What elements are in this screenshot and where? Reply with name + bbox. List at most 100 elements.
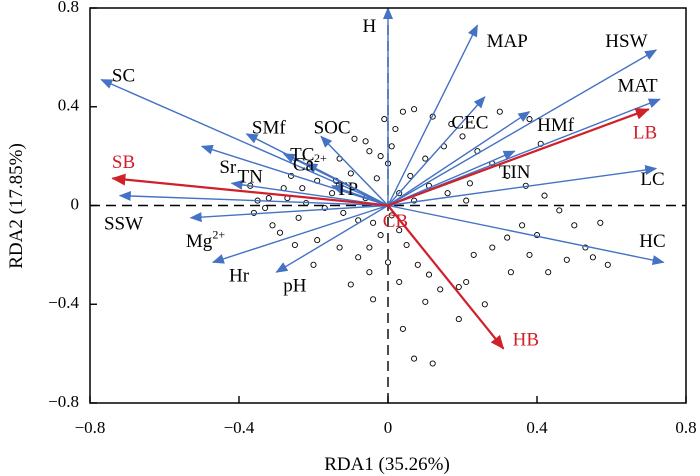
site-point-85 bbox=[597, 219, 604, 226]
site-point-84 bbox=[507, 269, 514, 276]
site-point-78 bbox=[429, 360, 436, 367]
vector-label-tc: TC bbox=[290, 144, 314, 165]
vector-hr bbox=[211, 204, 389, 264]
site-point-5 bbox=[362, 138, 369, 145]
site-point-29 bbox=[336, 244, 343, 251]
site-point-6 bbox=[351, 135, 358, 142]
site-point-30 bbox=[355, 254, 362, 261]
site-point-24 bbox=[370, 219, 377, 226]
site-point-38 bbox=[437, 286, 444, 293]
axis-ticks: −0.8 −0.4 0 0.4 0.8 −0.8 −0.4 0 0.4 0.8 bbox=[48, 0, 696, 437]
site-point-1 bbox=[399, 108, 406, 115]
site-point-47 bbox=[526, 251, 533, 258]
vector-mg bbox=[189, 204, 389, 223]
site-point-36 bbox=[414, 261, 421, 268]
x-axis-title: RDA1 (35.26%) bbox=[324, 454, 450, 475]
site-point-2 bbox=[411, 106, 418, 113]
vector-label-cec: CEC bbox=[451, 112, 488, 133]
vector-label-hmf: HMf bbox=[537, 115, 575, 136]
vector-label-ph: pH bbox=[283, 275, 307, 296]
vector-label-smf: SMf bbox=[252, 117, 286, 138]
vector-label-tin: TIN bbox=[499, 162, 531, 183]
site-point-52 bbox=[556, 207, 563, 214]
site-point-65 bbox=[444, 190, 451, 197]
y-tick-label-4: 0.4 bbox=[58, 96, 80, 115]
site-point-80 bbox=[384, 259, 392, 266]
vector-tn bbox=[230, 179, 389, 207]
site-point-48 bbox=[545, 269, 552, 276]
vector-label-hb: HB bbox=[513, 330, 539, 351]
x-tick-label-3: 0 bbox=[384, 418, 393, 437]
vector-lb bbox=[387, 108, 650, 207]
site-point-74 bbox=[347, 281, 354, 288]
site-point-28 bbox=[314, 237, 321, 244]
site-point-86 bbox=[589, 254, 596, 261]
site-point-62 bbox=[422, 155, 429, 162]
vector-label-hr: Hr bbox=[229, 265, 250, 286]
site-point-53 bbox=[541, 192, 548, 199]
vector-tin bbox=[387, 150, 516, 207]
site-point-82 bbox=[481, 301, 488, 308]
vector-hc bbox=[387, 204, 665, 265]
site-point-22 bbox=[340, 209, 347, 216]
site-point-72 bbox=[269, 222, 276, 229]
vector-hsw bbox=[387, 49, 658, 207]
vector-label-mg-superscript: 2+ bbox=[212, 227, 225, 241]
y-tick-label-1: −0.8 bbox=[48, 392, 79, 411]
x-tick-label-2: −0.4 bbox=[224, 418, 255, 437]
site-point-18 bbox=[262, 204, 269, 212]
site-point-4 bbox=[392, 125, 399, 133]
vector-label-map: MAP bbox=[487, 31, 528, 52]
site-point-88 bbox=[526, 116, 533, 123]
site-point-11 bbox=[347, 170, 354, 177]
vector-label-sb: SB bbox=[112, 152, 135, 173]
site-point-55 bbox=[504, 172, 511, 179]
vector-map bbox=[387, 24, 479, 206]
site-point-14 bbox=[299, 185, 306, 192]
vector-ph bbox=[275, 204, 389, 273]
site-point-70 bbox=[329, 190, 336, 197]
site-point-75 bbox=[370, 296, 377, 303]
site-point-35 bbox=[403, 241, 410, 249]
site-point-59 bbox=[448, 120, 455, 128]
site-point-49 bbox=[563, 256, 570, 263]
vector-label-mat: MAT bbox=[618, 75, 659, 96]
site-point-87 bbox=[604, 261, 611, 268]
vector-label-lb: LB bbox=[633, 122, 657, 143]
site-point-7 bbox=[366, 148, 373, 155]
site-point-25 bbox=[295, 214, 302, 221]
vector-label-hsw: HSW bbox=[605, 31, 647, 52]
vector-tp bbox=[331, 184, 389, 207]
site-point-44 bbox=[504, 234, 511, 241]
site-point-63 bbox=[407, 172, 414, 179]
vector-label-sr: Sr bbox=[219, 157, 237, 178]
site-point-96 bbox=[466, 180, 473, 187]
vector-lc bbox=[387, 165, 658, 207]
site-point-10 bbox=[373, 175, 380, 182]
x-tick-label-4: 0.4 bbox=[526, 418, 548, 437]
site-point-58 bbox=[459, 133, 466, 140]
site-point-66 bbox=[463, 197, 470, 204]
vector-label-soc: SOC bbox=[314, 117, 351, 138]
vector-hmf bbox=[387, 111, 531, 207]
vector-ssw bbox=[118, 191, 389, 207]
site-point-51 bbox=[571, 222, 578, 229]
vector-label-hc: HC bbox=[639, 231, 665, 252]
site-point-42 bbox=[470, 251, 477, 258]
vector-label-tp: TP bbox=[336, 179, 358, 200]
y-axis-title: RDA2 (17.85%) bbox=[6, 143, 27, 269]
site-point-39 bbox=[422, 298, 429, 305]
site-point-43 bbox=[489, 244, 496, 251]
site-point-40 bbox=[455, 316, 462, 323]
vector-soc bbox=[320, 135, 389, 206]
vector-label-ssw: SSW bbox=[104, 214, 143, 235]
vector-label-lc: LC bbox=[640, 169, 664, 190]
site-point-34 bbox=[396, 227, 403, 234]
site-point-16 bbox=[265, 195, 272, 202]
y-tick-label-5: 0.8 bbox=[58, 0, 79, 16]
vector-label-cb: CB bbox=[383, 211, 408, 232]
site-point-77 bbox=[411, 355, 418, 362]
site-point-8 bbox=[377, 153, 384, 160]
site-point-95 bbox=[250, 209, 257, 216]
